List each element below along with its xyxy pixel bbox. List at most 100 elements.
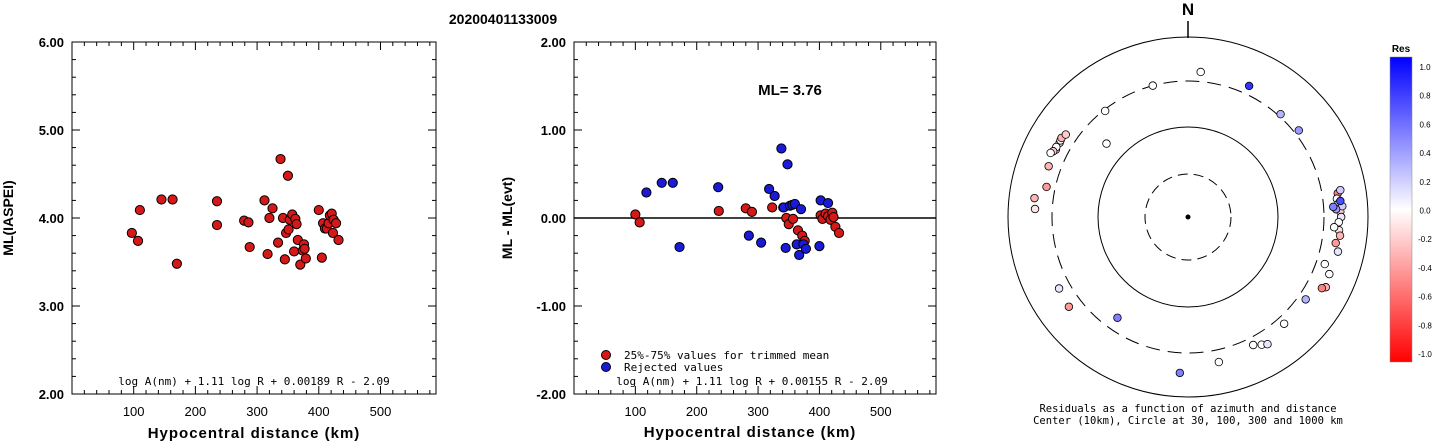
colorbar-tick-label: 1.0 bbox=[1419, 63, 1431, 72]
x-tick-label: 400 bbox=[809, 404, 831, 419]
legend-rejected-label: Rejected values bbox=[624, 361, 723, 374]
colorbar: Res 1.0 0.8 0.6 0.4 0.2 0.0 -0.2 -0.4 -0.6 -0.8 -1… bbox=[1389, 44, 1432, 363]
x-tick-label: 400 bbox=[308, 404, 330, 419]
data-points bbox=[630, 143, 845, 261]
formula-text: log A(nm) + 1.11 log R + 0.00189 R - 2.0… bbox=[118, 375, 390, 388]
data-point bbox=[313, 204, 324, 216]
x-tick-label: 100 bbox=[625, 404, 647, 419]
data-point bbox=[244, 241, 255, 253]
data-point bbox=[267, 203, 278, 214]
data-point bbox=[132, 235, 144, 246]
y-tick-label: 0.00 bbox=[541, 211, 566, 226]
station-marker bbox=[1244, 81, 1254, 91]
panel-ml-residual: 100 200 300 400 500 -2.00 -1.00 0.00 1.00 2.00 H… bbox=[499, 35, 937, 441]
data-point bbox=[630, 209, 641, 220]
data-point bbox=[126, 227, 137, 239]
data-point bbox=[814, 241, 825, 252]
tick-marks bbox=[574, 41, 936, 395]
data-point bbox=[800, 243, 812, 254]
data-point bbox=[299, 243, 310, 254]
station-marker bbox=[1329, 202, 1338, 212]
data-point bbox=[211, 196, 223, 207]
station-marker bbox=[1294, 126, 1303, 135]
station-marker bbox=[1249, 340, 1258, 350]
tick-marks bbox=[72, 41, 436, 395]
station-marker bbox=[1102, 139, 1111, 148]
data-point bbox=[828, 212, 839, 223]
x-axis-label: Hypocentral distance (km) bbox=[148, 425, 361, 441]
y-tick-label: 2.00 bbox=[541, 35, 566, 50]
station-marker bbox=[1046, 148, 1055, 158]
x-axis-label: Hypocentral distance (km) bbox=[644, 424, 857, 441]
station-marker bbox=[1336, 196, 1345, 206]
colorbar-tick-label: -0.6 bbox=[1418, 293, 1432, 302]
station-marker bbox=[1320, 259, 1329, 269]
colorbar-tick-label: 0.2 bbox=[1419, 178, 1431, 187]
data-point bbox=[743, 230, 754, 241]
y-axis-label: ML(IASPEI) bbox=[0, 180, 16, 255]
y-tick-labels: -2.00 -1.00 0.00 1.00 2.00 bbox=[536, 35, 566, 402]
ring-1000km bbox=[1007, 36, 1369, 398]
epicenter-dot bbox=[1185, 214, 1191, 220]
data-point bbox=[291, 219, 302, 230]
y-tick-label: 4.00 bbox=[39, 211, 64, 226]
station-marker bbox=[1336, 185, 1345, 195]
legend: 25%-75% values for trimmed mean Rejected… bbox=[601, 349, 829, 374]
data-point bbox=[822, 197, 834, 209]
data-point bbox=[634, 217, 645, 228]
data-point bbox=[667, 177, 678, 188]
ring-300km bbox=[1051, 80, 1325, 354]
panel-ml-iaspei: 100 200 300 400 500 2.00 3.00 4.00 5.00 6.00 Hyp… bbox=[0, 35, 437, 442]
ring-30km bbox=[1144, 173, 1232, 261]
ring-100km bbox=[1097, 126, 1279, 308]
data-point bbox=[259, 195, 270, 206]
station-marker bbox=[1276, 109, 1285, 119]
colorbar-tick-label: 0.4 bbox=[1419, 149, 1431, 158]
data-point bbox=[243, 217, 254, 228]
x-tick-labels: 100 200 300 400 500 bbox=[123, 404, 391, 419]
y-tick-label: -2.00 bbox=[536, 387, 566, 402]
x-tick-label: 500 bbox=[870, 404, 892, 419]
x-tick-label: 100 bbox=[123, 404, 145, 419]
x-tick-label: 200 bbox=[686, 404, 708, 419]
station-marker bbox=[1042, 182, 1051, 192]
data-point bbox=[782, 159, 793, 170]
x-tick-label: 500 bbox=[370, 404, 392, 419]
station-marker bbox=[1148, 81, 1158, 90]
x-tick-label: 300 bbox=[246, 404, 268, 419]
station-marker bbox=[1279, 319, 1289, 328]
data-point bbox=[167, 194, 178, 205]
data-point bbox=[211, 219, 223, 231]
station-marker bbox=[1317, 283, 1327, 293]
data-point bbox=[171, 258, 182, 269]
data-point bbox=[794, 249, 805, 261]
y-tick-label: 6.00 bbox=[39, 35, 64, 50]
y-tick-label: 5.00 bbox=[39, 123, 64, 138]
data-point bbox=[713, 182, 724, 193]
data-point bbox=[262, 248, 273, 260]
data-point bbox=[746, 206, 758, 217]
data-point bbox=[767, 202, 778, 213]
x-tick-label: 300 bbox=[747, 404, 769, 419]
y-tick-label: -1.00 bbox=[536, 299, 566, 314]
station-marker bbox=[1054, 284, 1064, 293]
station-marker bbox=[1333, 247, 1343, 256]
legend-trimmed-label: 25%-75% values for trimmed mean bbox=[624, 349, 829, 362]
station-marker bbox=[1113, 313, 1122, 322]
figure-title: 20200401133009 bbox=[449, 11, 557, 27]
data-point bbox=[764, 183, 775, 195]
data-point bbox=[333, 234, 344, 246]
y-axis-label: ML - ML(evt) bbox=[499, 177, 515, 259]
data-point bbox=[674, 241, 685, 253]
data-point bbox=[795, 204, 807, 215]
y-tick-label: 2.00 bbox=[39, 387, 64, 402]
data-point bbox=[264, 212, 275, 224]
data-point bbox=[327, 227, 339, 239]
colorbar-tick-label: -0.2 bbox=[1418, 235, 1432, 244]
plot-frame bbox=[71, 41, 437, 395]
colorbar-tick-label: 0.0 bbox=[1419, 207, 1431, 216]
station-marker bbox=[1329, 223, 1339, 232]
station-marker bbox=[1175, 368, 1185, 378]
